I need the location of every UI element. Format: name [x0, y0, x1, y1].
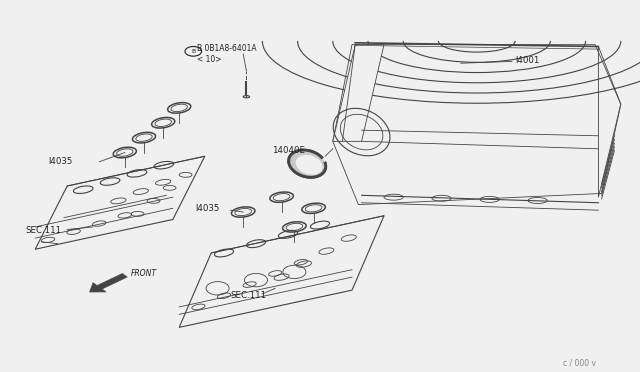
Text: l4001: l4001: [515, 56, 540, 65]
FancyArrow shape: [90, 273, 127, 292]
Text: SEC.111: SEC.111: [26, 226, 61, 235]
Text: B 0B1A8-6401A
< 10>: B 0B1A8-6401A < 10>: [197, 44, 257, 64]
Polygon shape: [333, 45, 384, 141]
Text: SEC.111: SEC.111: [230, 291, 266, 300]
Text: 14040E: 14040E: [272, 146, 305, 155]
Ellipse shape: [289, 150, 326, 177]
Text: c / 000 v: c / 000 v: [563, 358, 596, 367]
Text: FRONT: FRONT: [131, 269, 157, 278]
Text: l4035: l4035: [48, 157, 72, 166]
Text: B: B: [191, 49, 195, 54]
Ellipse shape: [296, 155, 323, 175]
Text: l4035: l4035: [195, 204, 220, 213]
